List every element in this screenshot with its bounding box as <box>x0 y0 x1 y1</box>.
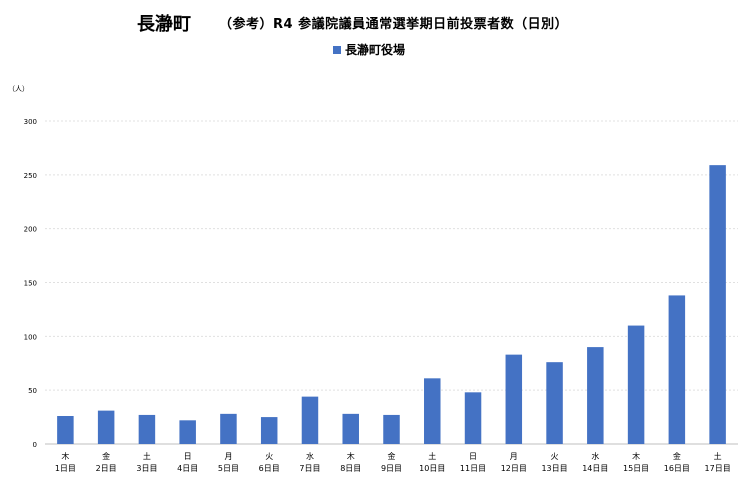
x-tick-label-day: 6日目 <box>259 464 280 473</box>
x-tick-label-weekday: 金 <box>673 451 681 461</box>
x-tick-label-day: 9日目 <box>381 464 402 473</box>
x-tick-label-weekday: 土 <box>714 451 722 461</box>
x-tick-label-weekday: 土 <box>428 451 436 461</box>
x-tick-label-day: 4日目 <box>177 464 198 473</box>
y-tick-label: 200 <box>24 226 37 234</box>
x-tick-label-weekday: 木 <box>347 451 355 461</box>
x-tick-label-weekday: 月 <box>224 452 232 461</box>
bar <box>220 413 237 444</box>
bar <box>709 165 726 445</box>
x-tick-label-day: 3日目 <box>136 464 157 473</box>
bar <box>546 362 563 444</box>
y-tick-label: 300 <box>24 118 37 126</box>
x-tick-label-day: 16日目 <box>664 464 690 473</box>
bar <box>383 414 400 444</box>
bar <box>97 410 115 444</box>
x-tick-label-day: 13日目 <box>541 464 567 473</box>
x-tick-label-day: 17日目 <box>705 464 731 473</box>
x-tick-label-day: 5日目 <box>218 464 239 473</box>
x-tick-label-day: 8日目 <box>340 464 361 473</box>
x-tick-label-day: 2日目 <box>96 464 117 473</box>
bar <box>342 413 359 444</box>
x-tick-label-weekday: 水 <box>306 451 314 461</box>
y-tick-label: 150 <box>24 280 37 288</box>
bar <box>668 295 686 444</box>
y-tick-label: 0 <box>33 441 37 449</box>
legend-label: 長瀞町役場 <box>345 43 406 57</box>
x-tick-label-weekday: 土 <box>143 451 151 461</box>
bar <box>505 354 523 444</box>
chart-subtitle: （参考）R4 参議院議員通常選挙期日前投票者数（日別） <box>219 17 569 32</box>
bar <box>260 417 278 444</box>
y-unit-label: （人） <box>8 85 29 93</box>
x-tick-label-weekday: 日 <box>184 452 192 461</box>
bar <box>301 396 319 444</box>
y-tick-label: 250 <box>24 172 37 180</box>
x-tick-label-day: 10日目 <box>419 464 445 473</box>
bar <box>587 347 604 444</box>
x-tick-label-weekday: 火 <box>551 452 559 461</box>
bar <box>179 420 196 444</box>
y-tick-label: 50 <box>28 387 37 395</box>
x-tick-label-weekday: 金 <box>102 451 110 461</box>
bar <box>57 416 74 444</box>
x-tick-label-weekday: 水 <box>591 451 599 461</box>
x-tick-label-weekday: 日 <box>469 452 477 461</box>
bar <box>464 392 482 444</box>
x-tick-label-day: 15日目 <box>623 464 649 473</box>
x-tick-label-day: 12日目 <box>501 464 527 473</box>
y-tick-label: 100 <box>24 333 37 341</box>
x-tick-label-day: 7日目 <box>299 464 320 473</box>
legend-swatch <box>333 45 341 54</box>
x-tick-label-weekday: 火 <box>265 452 273 461</box>
bar <box>424 378 441 444</box>
x-tick-label-day: 14日目 <box>582 464 608 473</box>
legend: 長瀞町役場 <box>333 41 405 58</box>
bar <box>627 325 645 444</box>
bar <box>138 414 156 444</box>
x-tick-label-weekday: 木 <box>61 451 69 461</box>
x-tick-label-weekday: 月 <box>510 452 518 461</box>
x-tick-label-day: 11日目 <box>460 464 486 473</box>
x-tick-label-weekday: 金 <box>388 451 396 461</box>
chart-title: 長瀞町 <box>137 14 191 35</box>
x-tick-label-weekday: 木 <box>632 451 640 461</box>
x-tick-label-day: 1日目 <box>55 464 76 473</box>
